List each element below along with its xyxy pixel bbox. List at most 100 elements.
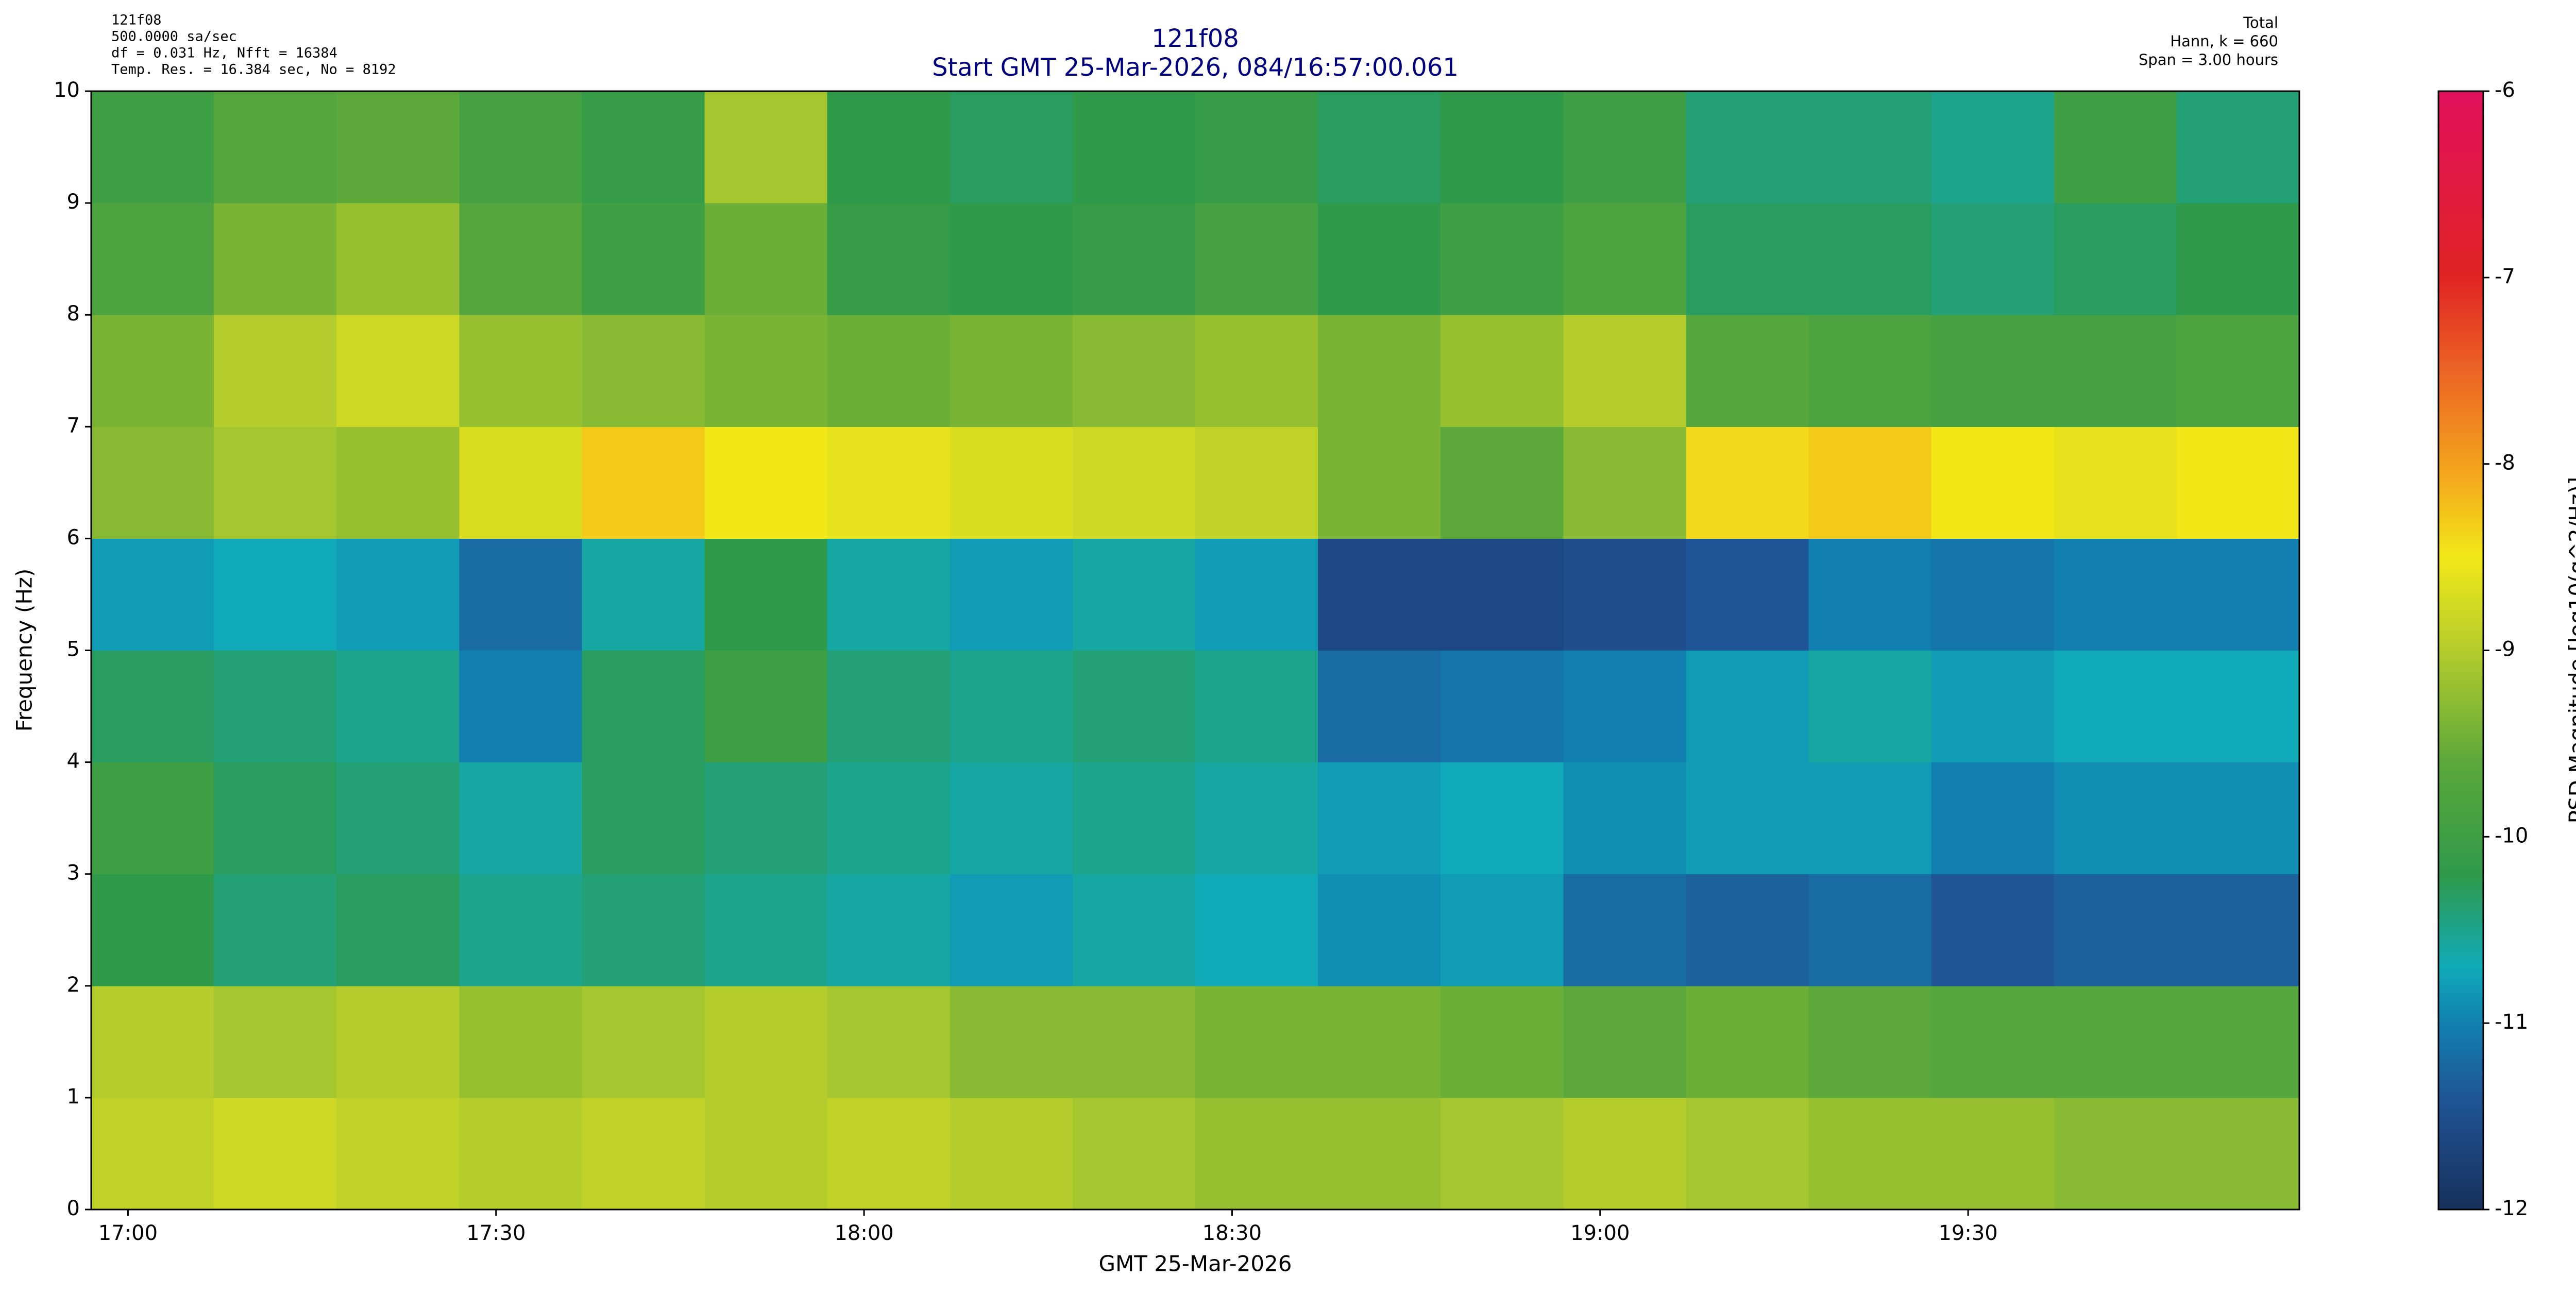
heatmap-cell [1808,985,1932,1098]
heatmap-cell [336,874,460,986]
heatmap-cell [827,203,951,315]
heatmap-cell [1318,315,1441,427]
heatmap-cell [2054,315,2177,427]
heatmap-cell [2176,762,2300,875]
heatmap-cell [2176,985,2300,1098]
heatmap-cell [2176,203,2300,315]
info-left: Temp. Res. = 16.384 sec, No = 8192 [111,62,396,78]
heatmap-cell [459,538,582,651]
heatmap-cell [1931,1097,2055,1210]
heatmap-cell [214,203,337,315]
heatmap-cell [1440,427,1564,539]
heatmap-cell [1318,985,1441,1098]
heatmap-cell [950,427,1073,539]
heatmap-cell [582,985,705,1098]
heatmap-cell [336,427,460,539]
heatmap-cell [1440,762,1564,875]
heatmap-cell [1686,1097,1809,1210]
heatmap-cell [1318,762,1441,875]
heatmap-cell [1563,315,1686,427]
heatmap-cell [582,91,705,203]
heatmap-cell [2054,762,2177,875]
heatmap-cell [1563,762,1686,875]
y-tick-label: 1 [67,1085,80,1109]
heatmap-cell [459,874,582,986]
heatmap-cell [336,538,460,651]
x-tick-label: 18:30 [1202,1221,1262,1245]
heatmap-cell [950,538,1073,651]
heatmap-cell [214,985,337,1098]
heatmap-cell [214,650,337,763]
x-tick-label: 18:00 [834,1221,893,1245]
heatmap-cell [827,91,951,203]
heatmap-cell [1808,650,1932,763]
heatmap-cell [214,315,337,427]
heatmap-cell [704,91,828,203]
heatmap-cell [91,1097,214,1210]
heatmap-cell [1318,650,1441,763]
heatmap-cell [704,1097,828,1210]
heatmap-cell [704,203,828,315]
info-left: df = 0.031 Hz, Nfft = 16384 [111,45,337,61]
heatmap-cell [1931,538,2055,651]
heatmap-cell [1931,91,2055,203]
colorbar-label: PSD Magnitude [log10(g^2/Hz)] [2565,477,2576,824]
heatmap-cell [2176,874,2300,986]
heatmap-cell [827,985,951,1098]
heatmap-cell [2054,650,2177,763]
heatmap-cell [1072,538,1196,651]
heatmap-cell [1808,91,1932,203]
heatmap-cell [1686,874,1809,986]
heatmap-cell [91,538,214,651]
heatmap-cell [1072,427,1196,539]
heatmap-cell [1195,203,1318,315]
heatmap-cell [214,1097,337,1210]
heatmap-cell [336,91,460,203]
heatmap-cell [336,203,460,315]
heatmap-cell [336,762,460,875]
y-tick-label: 0 [67,1197,80,1220]
heatmap-cell [950,1097,1073,1210]
heatmap-cell [704,874,828,986]
heatmap-cell [91,427,214,539]
y-tick-label: 10 [54,78,80,102]
heatmap-cell [950,203,1073,315]
heatmap-cell [1195,874,1318,986]
heatmap-cell [336,315,460,427]
heatmap-cell [1072,91,1196,203]
heatmap-cell [1931,650,2055,763]
heatmap-cell [827,538,951,651]
heatmap-cell [1440,874,1564,986]
heatmap-cell [582,315,705,427]
colorbar-tick-label: -8 [2495,451,2515,475]
heatmap-cell [1686,650,1809,763]
heatmap-cell [1195,427,1318,539]
heatmap-cell [1808,538,1932,651]
heatmap-cell [1931,762,2055,875]
heatmap-cell [91,315,214,427]
x-tick-label: 19:00 [1570,1221,1630,1245]
heatmap-cell [1195,538,1318,651]
heatmap-cell [1563,1097,1686,1210]
heatmap-cell [1318,203,1441,315]
heatmap-cell [2054,427,2177,539]
heatmap-cell [1072,874,1196,986]
heatmap-cell [2176,91,2300,203]
heatmap-cell [459,91,582,203]
heatmap-cell [1440,91,1564,203]
heatmap-cell [1195,1097,1318,1210]
y-tick-label: 5 [67,638,80,661]
heatmap-cell [1808,315,1932,427]
heatmap-cell [1686,538,1809,651]
heatmap-cell [827,650,951,763]
heatmap-cell [950,315,1073,427]
heatmap-cell [2054,538,2177,651]
info-right: Span = 3.00 hours [2139,51,2278,69]
heatmap-cell [2176,315,2300,427]
heatmap-cell [1686,203,1809,315]
heatmap-cell [91,874,214,986]
heatmap-cell [336,985,460,1098]
colorbar-tick-label: -12 [2495,1197,2528,1220]
heatmap-cell [1072,985,1196,1098]
